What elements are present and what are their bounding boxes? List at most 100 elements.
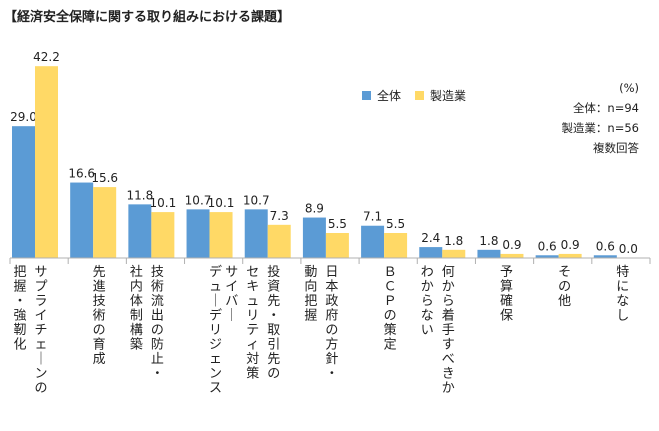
category-label-char: ュ [246, 294, 259, 309]
category-label-char: 内 [130, 279, 143, 295]
legend-label-manufacturing: 製造業 [430, 89, 467, 103]
bar-manufacturing-9 [500, 253, 524, 258]
bar-manufacturing-6 [325, 233, 349, 258]
category-label-char: サ [225, 265, 238, 280]
data-label-all-6: 8.9 [305, 202, 324, 216]
data-label-all-10: 0.6 [538, 239, 557, 253]
bar-all-10 [535, 255, 559, 258]
category-label-char: の [267, 367, 280, 382]
legend-swatch-all [362, 91, 371, 100]
category-label-char: 方 [325, 337, 338, 353]
bar-all-5 [244, 209, 268, 258]
category-label-char: ｜ [34, 352, 47, 367]
category-label-char: な [421, 309, 434, 324]
bar-manufacturing-3 [151, 212, 175, 258]
bar-all-4 [186, 209, 210, 258]
bar-manufacturing-4 [209, 212, 233, 258]
category-label-char: の [325, 323, 338, 338]
category-label-char: 政 [325, 294, 338, 309]
bar-all-1 [12, 126, 35, 258]
category-label-char: い [421, 323, 434, 338]
category-label-char: Ｐ [384, 294, 397, 309]
bar-manufacturing-2 [93, 187, 117, 258]
data-label-manufacturing-9: 0.9 [502, 238, 521, 252]
category-label-char: ・ [267, 309, 280, 324]
category-label-char: 把 [304, 294, 317, 309]
category-label-char: 他 [558, 294, 571, 309]
category-label-char: 化 [13, 338, 26, 353]
category-label-char: 出 [151, 309, 164, 324]
bar-manufacturing-8 [442, 249, 466, 258]
category-label-char: わ [421, 265, 434, 280]
data-label-all-1: 29.0 [10, 110, 37, 124]
category-label-char: 特 [616, 265, 629, 280]
unit-note: (%) [619, 81, 639, 95]
legend: 全体 製造業 [362, 87, 474, 104]
category-label-char: チ [34, 323, 47, 338]
category-label-char: 先 [93, 265, 106, 280]
category-label-char: ィ [246, 338, 259, 353]
category-label-char: 本 [325, 280, 338, 295]
category-label-char: に [616, 280, 629, 295]
bar-all-7 [361, 225, 385, 258]
category-label-char: ら [421, 294, 434, 309]
bar-all-2 [70, 182, 94, 258]
bar-all-6 [302, 217, 326, 258]
category-label-char: ェ [209, 352, 222, 367]
category-label-char: 流 [151, 294, 164, 309]
category-label-char: デ [209, 264, 222, 280]
category-label-char: し [616, 309, 629, 324]
category-label-char: そ [558, 265, 571, 280]
category-label-char: の [93, 323, 106, 338]
category-label-char: セ [246, 265, 259, 280]
category-label-char: 保 [500, 309, 513, 324]
category-label-char: 築 [130, 338, 143, 353]
sample-size-manufacturing-note: 製造業：n=56 [561, 121, 639, 135]
data-label-manufacturing-11: 0.0 [619, 242, 638, 256]
category-label-char: 制 [130, 309, 143, 324]
category-label-char: 成 [93, 352, 106, 367]
category-label-char: 防 [151, 337, 164, 353]
category-label-char: イ [34, 309, 47, 324]
category-label-char: リ [209, 323, 222, 338]
data-label-all-7: 7.1 [363, 210, 382, 224]
category-label-char: ら [442, 294, 455, 309]
category-label-char: ・ [151, 367, 164, 382]
sample-size-all-note: 全体：n=94 [572, 101, 639, 115]
category-label-char: 向 [304, 279, 317, 295]
category-label-char: 技 [151, 265, 164, 280]
category-label-char: テ [246, 323, 259, 338]
chart-notes: (%) 全体：n=94 製造業：n=56 複数回答 [561, 78, 639, 158]
category-label-char: キ [246, 280, 259, 295]
category-label-char: な [616, 294, 629, 309]
category-label-char: 投 [267, 264, 280, 280]
category-label-char: 針 [325, 352, 338, 367]
category-label-char: 握 [304, 309, 317, 324]
category-label-char: の [34, 381, 47, 396]
data-label-manufacturing-4: 10.1 [208, 196, 235, 210]
category-label-char: ュ [209, 280, 222, 295]
category-label-char: 確 [500, 293, 513, 309]
category-label-char: 進 [93, 280, 106, 295]
category-label-char: バ [225, 294, 238, 309]
category-label-char: ジ [209, 338, 222, 353]
category-label-char: か [442, 280, 455, 295]
category-label-char: 策 [384, 322, 397, 338]
category-label-char: 靭 [13, 323, 26, 338]
bar-all-9 [477, 249, 501, 258]
category-label-10: その他 [558, 265, 571, 309]
bar-all-11 [593, 255, 617, 258]
chart-title: 【経済安全保障に関する取り組みにおける課題】 [4, 10, 291, 25]
category-label-char: 育 [93, 337, 106, 353]
data-label-all-5: 10.7 [243, 193, 270, 207]
category-label-char: 技 [93, 294, 106, 309]
data-label-manufacturing-10: 0.9 [561, 238, 580, 252]
